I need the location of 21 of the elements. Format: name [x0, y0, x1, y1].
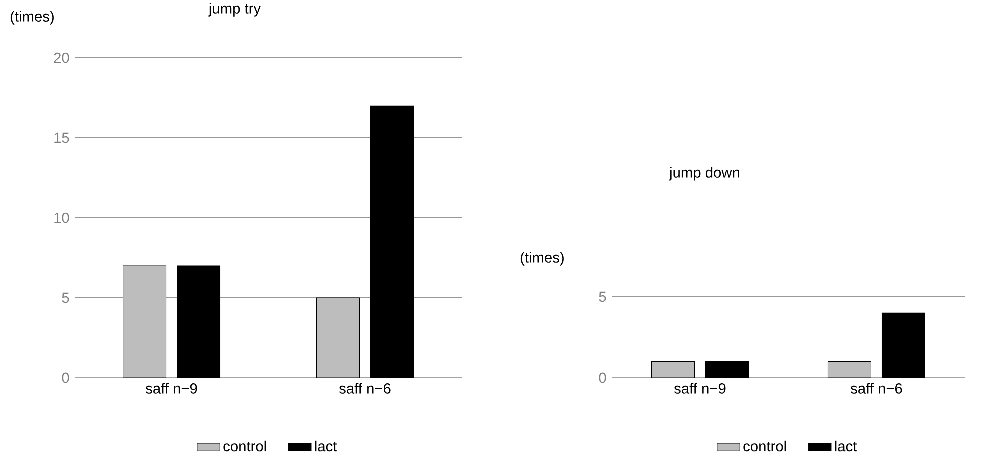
x-tick-label: saff n−9: [146, 383, 198, 394]
legend-label: lact: [835, 440, 858, 452]
x-tick-label: saff n−9: [674, 383, 726, 394]
y-tick-label: 15: [54, 132, 70, 144]
y-tick-label: 5: [62, 292, 70, 304]
bar: [370, 106, 414, 378]
bar: [176, 266, 221, 378]
y-tick-label: 10: [54, 212, 70, 224]
y-tick-label: 5: [599, 292, 606, 302]
x-tick-label: saff n−6: [340, 383, 391, 394]
chart-title: jump try: [208, 3, 262, 17]
x-tick-label: saff n−6: [850, 383, 902, 394]
y-axis-title: (times): [10, 11, 54, 25]
y-tick-label: 20: [54, 52, 70, 64]
y-axis-title: (times): [520, 252, 564, 266]
legend-label: control: [224, 440, 266, 452]
chart-title: jump down: [669, 167, 740, 181]
y-tick-label: 0: [62, 372, 70, 384]
legend-label: control: [744, 440, 786, 452]
legend-label: lact: [315, 440, 338, 452]
y-tick-label: 0: [599, 372, 606, 384]
